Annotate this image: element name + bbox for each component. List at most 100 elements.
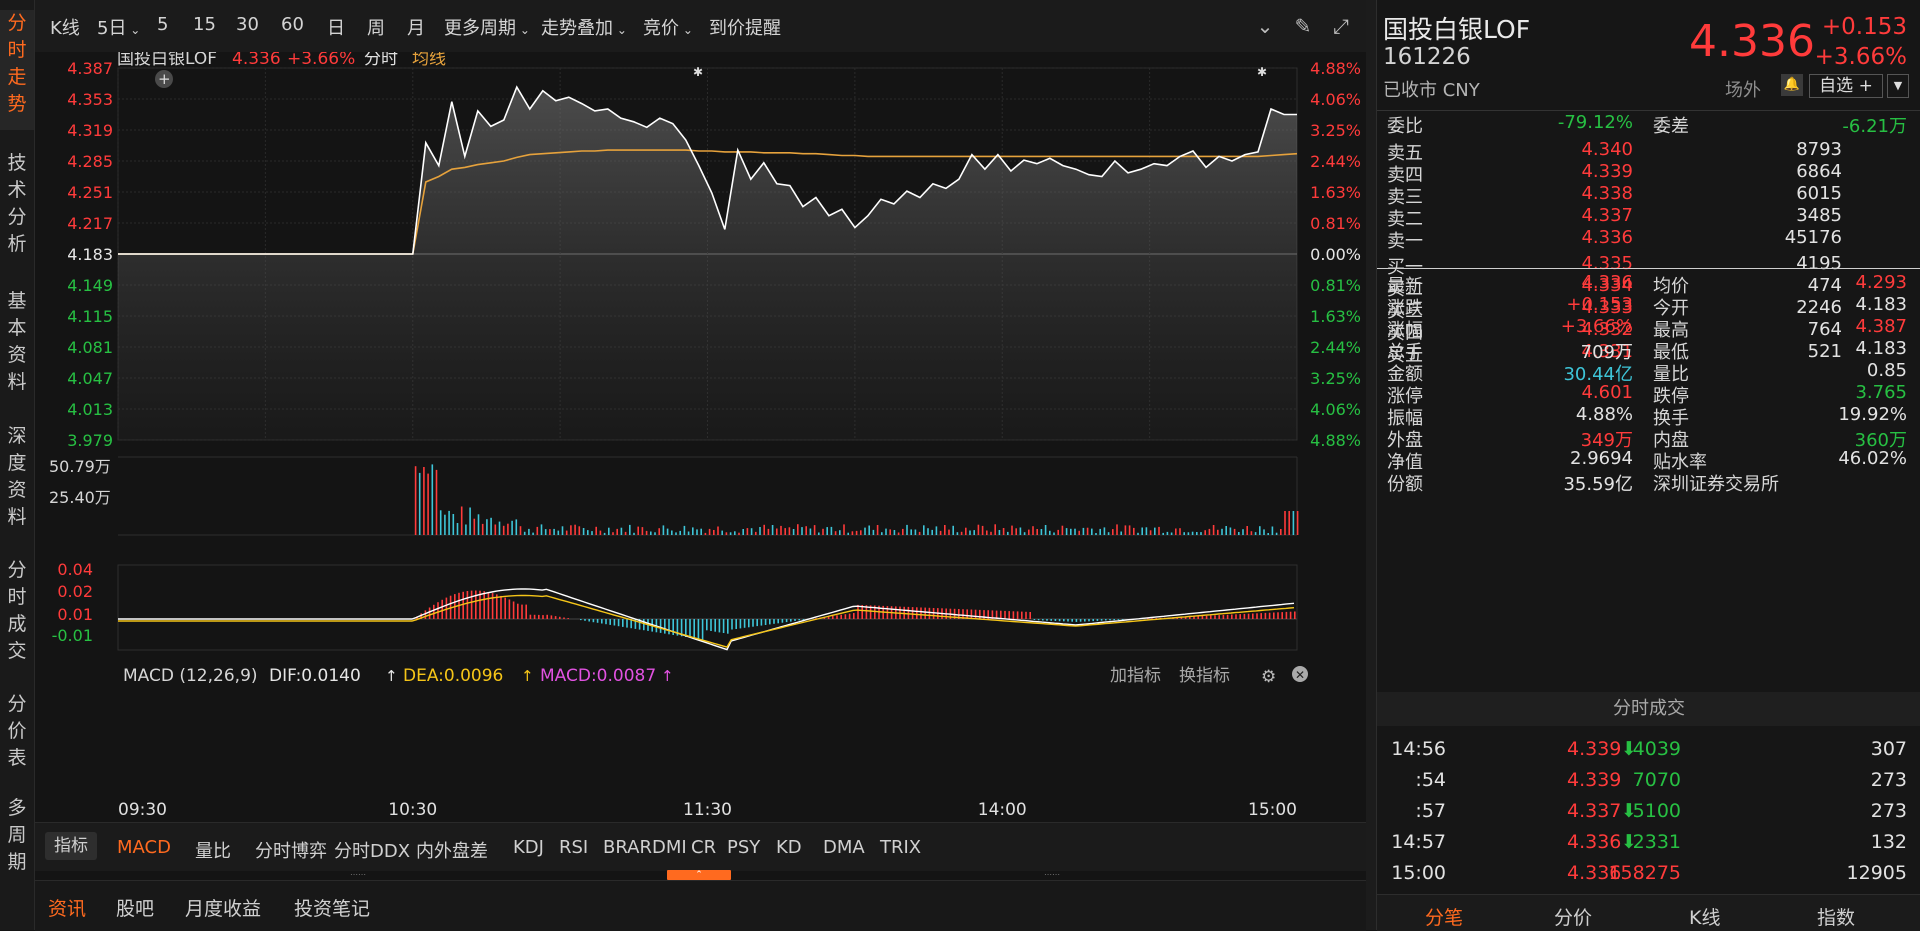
indicator-tab[interactable]: 分时DDX — [334, 841, 411, 862]
add-icon[interactable] — [155, 70, 173, 88]
macd-bar — [1100, 619, 1103, 621]
volume-bar — [1204, 530, 1206, 535]
volume-bar — [713, 530, 715, 535]
bid-row[interactable]: 买五 4.331 521 — [1387, 341, 1842, 366]
intraday-chart[interactable]: 国投白银LOF 4.336 +3.66% 分时 均线 4.3874.3534.3… — [35, 49, 1366, 822]
settings-icon[interactable]: ⚙ — [1261, 667, 1276, 687]
add-indicator-button[interactable]: 加指标 — [1110, 666, 1161, 686]
tab-index[interactable]: 指数 — [1817, 907, 1856, 929]
indicator-tab[interactable]: CR — [691, 837, 717, 858]
nav-tab-intraday[interactable]: 分时走势 — [0, 10, 34, 130]
volume-bar — [1149, 530, 1152, 535]
indicator-label[interactable]: 指标 — [45, 832, 97, 860]
add-watchlist-button[interactable]: 自选 + — [1809, 74, 1883, 98]
indicator-tab[interactable]: TRIX — [880, 837, 922, 858]
volume-bar — [574, 524, 576, 535]
toolbar-15min[interactable]: 15 — [193, 14, 216, 35]
indicator-tab[interactable]: BRAR — [603, 837, 652, 858]
panel-splitter[interactable] — [1366, 0, 1376, 930]
macd-bar — [743, 619, 746, 628]
macd-bar — [995, 610, 998, 619]
volume-bar — [960, 531, 963, 535]
panel-toggle[interactable]: ⌃ — [667, 870, 731, 880]
macd-bar — [533, 614, 536, 619]
toolbar-30min[interactable]: 30 — [236, 14, 259, 35]
bid-row[interactable]: 买三 4.333 2246 — [1387, 297, 1842, 322]
grip-icon[interactable]: ⋯⋯ — [1044, 870, 1060, 879]
nav-tab-technical[interactable]: 技术分析 — [7, 152, 27, 255]
toolbar-auction[interactable]: 竞价 ⌄ — [643, 18, 693, 39]
ask-row[interactable]: 卖四 4.339 6864 — [1387, 161, 1842, 186]
indicator-tab[interactable]: RSI — [559, 837, 589, 858]
ask-row[interactable]: 卖一 4.336 45176 — [1387, 227, 1842, 252]
macd-bar — [714, 619, 716, 632]
bid-row[interactable]: 买二 4.334 474 — [1387, 275, 1842, 300]
macd-bar — [470, 590, 473, 619]
indicator-tab[interactable]: 分时博弈 — [255, 841, 327, 862]
nav-tab-deep-info[interactable]: 深度资料 — [7, 425, 27, 528]
volume-max-label: 50.79万 — [49, 457, 111, 476]
macd-bar — [991, 610, 994, 619]
nav-tab-price-table[interactable]: 分价表 — [7, 693, 27, 769]
indicator-tab[interactable]: MACD — [117, 837, 171, 858]
tab-ticks[interactable]: 分笔 — [1425, 907, 1464, 929]
toolbar-kline[interactable]: K线 — [50, 18, 80, 39]
quote-bottom-tabs: 分笔 分价 K线 指数 — [1377, 894, 1920, 931]
volume-bar — [473, 518, 476, 535]
nav-tab-multi-period[interactable]: 多周期 — [7, 797, 27, 873]
toolbar-60min[interactable]: 60 — [281, 14, 304, 35]
tab-monthly-return[interactable]: 月度收益 — [185, 898, 262, 920]
grip-icon[interactable]: ⋯⋯ — [350, 870, 366, 879]
price-tick: 4.387 — [67, 59, 113, 78]
volume-bar — [855, 530, 858, 535]
indicator-tab[interactable]: DMA — [823, 837, 865, 858]
ask-row[interactable]: 卖五 4.340 8793 — [1387, 139, 1842, 164]
volume-bar — [1162, 532, 1164, 535]
pct-tick: 2.44% — [1310, 338, 1361, 357]
ask-row[interactable]: 卖三 4.338 6015 — [1387, 183, 1842, 208]
toolbar-price-alert[interactable]: 到价提醒 — [709, 18, 781, 39]
bid-row[interactable]: 买四 4.332 764 — [1387, 319, 1842, 344]
indicator-tab[interactable]: DMI — [652, 837, 687, 858]
close-icon[interactable] — [1292, 666, 1308, 682]
indicator-tab[interactable]: KDJ — [513, 837, 544, 858]
toolbar-5day[interactable]: 5日 ⌄ — [97, 18, 141, 39]
brush-icon[interactable]: ✎ — [1294, 14, 1312, 38]
macd-bar — [962, 609, 964, 619]
macd-bar — [1046, 619, 1048, 621]
ask-row[interactable]: 卖二 4.337 3485 — [1387, 205, 1842, 230]
volume-bar — [494, 524, 497, 535]
volume-bar — [1137, 532, 1139, 535]
indicator-tab[interactable]: KD — [776, 837, 802, 858]
volume-bar — [763, 524, 765, 535]
toolbar-5min[interactable]: 5 — [157, 14, 169, 35]
toolbar-month[interactable]: 月 — [407, 18, 425, 39]
bell-icon[interactable]: 🔔 — [1781, 74, 1803, 96]
volume-bar — [1267, 533, 1269, 535]
fullscreen-icon[interactable]: ⤢ — [1333, 14, 1349, 38]
tab-news[interactable]: 资讯 — [48, 898, 87, 920]
toolbar-more-periods[interactable]: 更多周期 ⌄ — [444, 18, 530, 39]
tab-notes[interactable]: 投资笔记 — [294, 898, 371, 920]
macd-tick: -0.01 — [52, 626, 93, 645]
indicator-tab[interactable]: 量比 — [195, 841, 231, 862]
tab-forum[interactable]: 股吧 — [116, 898, 155, 920]
volume-bar — [918, 531, 921, 535]
nav-tab-ticks[interactable]: 分时成交 — [7, 559, 27, 662]
toolbar-day[interactable]: 日 — [327, 18, 345, 39]
nav-tab-basic-info[interactable]: 基本资料 — [7, 290, 27, 393]
tab-kline[interactable]: K线 — [1689, 907, 1721, 929]
watchlist-dropdown-icon[interactable]: ▼ — [1887, 74, 1909, 98]
volume-bar — [822, 528, 824, 535]
collapse-icon[interactable]: ⌄ — [1256, 14, 1274, 38]
indicator-tab[interactable]: PSY — [727, 837, 761, 858]
macd-bar — [1092, 619, 1094, 622]
macd-bar — [701, 619, 704, 640]
toolbar-overlay[interactable]: 走势叠加 ⌄ — [541, 18, 627, 39]
volume-bar — [641, 527, 644, 535]
tab-price-dist[interactable]: 分价 — [1554, 907, 1593, 929]
switch-indicator-button[interactable]: 换指标 — [1179, 666, 1230, 686]
indicator-tab[interactable]: 内外盘差 — [416, 841, 488, 862]
macd-bar — [869, 605, 872, 619]
toolbar-week[interactable]: 周 — [367, 18, 385, 39]
